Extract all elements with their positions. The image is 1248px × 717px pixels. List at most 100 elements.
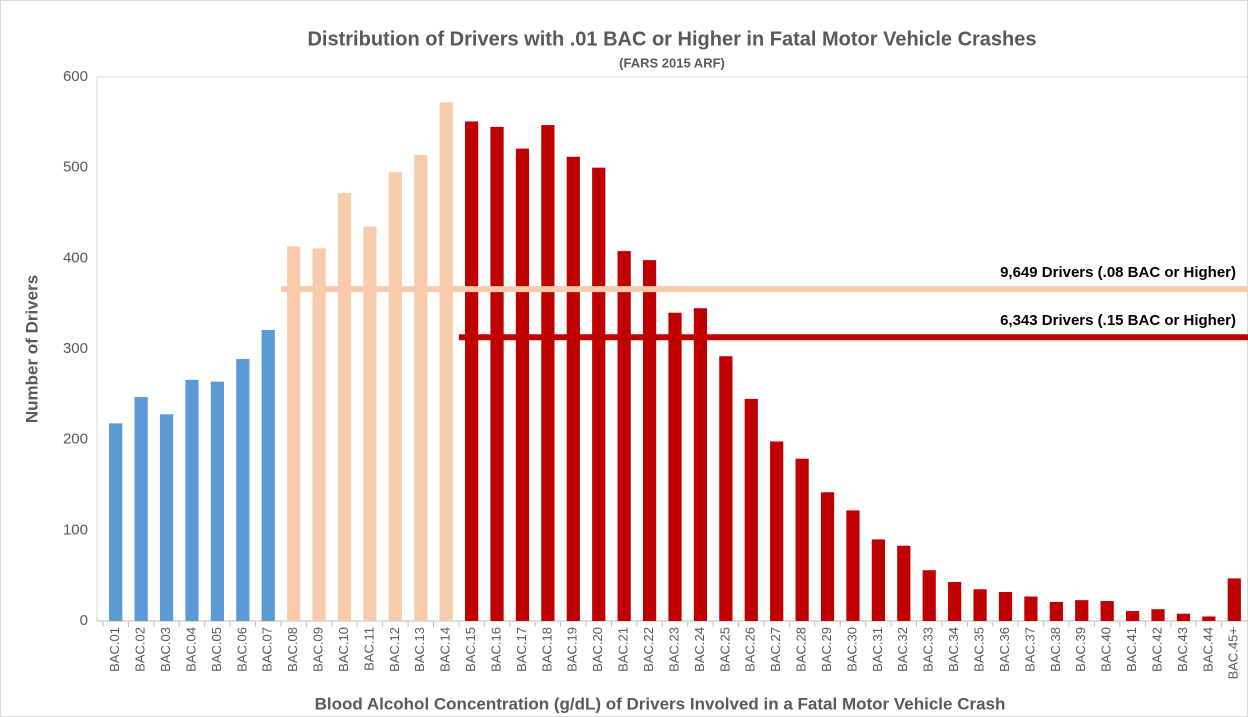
bar: [846, 510, 860, 621]
x-tick-label: BAC.19: [565, 627, 580, 672]
bar: [719, 356, 733, 621]
y-tick-label: 500: [63, 159, 88, 176]
x-tick-label: BAC.10: [336, 627, 351, 672]
x-tick-label: BAC.24: [692, 627, 707, 672]
x-tick-label: BAC.18: [539, 627, 554, 672]
x-tick-label: BAC.33: [921, 627, 936, 672]
x-tick-label: BAC.32: [895, 627, 910, 672]
x-tick-label: BAC.05: [209, 627, 224, 672]
x-tick-label: BAC.44: [1200, 627, 1215, 672]
bar: [109, 423, 123, 621]
bar: [744, 398, 758, 621]
x-tick-label: BAC.13: [412, 627, 427, 672]
bar: [1151, 609, 1165, 621]
bar: [439, 102, 453, 622]
bar: [566, 156, 580, 621]
x-tick-label: BAC.17: [514, 627, 529, 672]
x-tick-label: BAC.07: [260, 627, 275, 672]
bar: [465, 121, 479, 621]
bar: [312, 248, 326, 622]
bar: [871, 539, 885, 621]
bar: [490, 126, 504, 621]
bar: [1024, 596, 1038, 621]
x-tick-label: BAC.26: [743, 627, 758, 672]
bar: [820, 492, 835, 621]
reference-label: 6,343 Drivers (.15 BAC or Higher): [1000, 312, 1236, 329]
bar: [1100, 601, 1114, 621]
y-tick-label: 300: [63, 340, 88, 357]
x-tick-label: BAC.37: [1022, 627, 1037, 672]
x-tick-label: BAC.15: [463, 627, 478, 672]
bar: [134, 397, 148, 621]
x-tick-label: BAC.08: [285, 627, 300, 672]
x-tick-label: BAC.01: [107, 627, 122, 672]
x-tick-label: BAC.09: [311, 627, 326, 672]
bar: [541, 125, 555, 621]
bar: [897, 545, 911, 621]
x-tick-label: BAC.11: [361, 627, 376, 671]
bar: [922, 570, 936, 621]
x-tick-label: BAC.16: [488, 627, 503, 672]
x-tick-label: BAC.06: [234, 627, 249, 672]
x-tick-label: BAC.38: [1048, 627, 1063, 672]
x-tick-label: BAC.03: [158, 627, 173, 672]
x-tick-label: BAC.20: [590, 627, 605, 672]
bar: [1049, 601, 1063, 621]
x-tick-label: BAC.27: [768, 627, 783, 672]
chart-title: Distribution of Drivers with .01 BAC or …: [307, 28, 1036, 50]
bar: [693, 308, 708, 621]
bar: [388, 172, 402, 621]
x-tick-label: BAC.31: [870, 627, 885, 672]
bar: [363, 226, 377, 621]
bar: [515, 148, 530, 622]
bar: [210, 381, 225, 621]
bar: [642, 260, 657, 621]
bar: [159, 414, 174, 621]
y-tick-label: 100: [63, 521, 88, 538]
x-tick-label: BAC.43: [1175, 627, 1190, 672]
bar: [261, 329, 275, 621]
x-tick-label: BAC.22: [641, 627, 656, 672]
x-tick-label: BAC.30: [844, 627, 859, 672]
y-tick-label: 0: [80, 612, 88, 629]
bar: [337, 193, 352, 621]
x-tick-label: BAC.02: [133, 627, 148, 672]
x-tick-label: BAC.14: [438, 627, 453, 672]
bar: [414, 154, 428, 621]
bar: [287, 246, 301, 621]
x-tick-label: BAC.21: [616, 627, 631, 672]
x-tick-label: BAC.40: [1099, 627, 1114, 672]
x-tick-label: BAC.25: [717, 627, 732, 672]
y-axis-title: Number of Drivers: [22, 275, 41, 423]
bar: [1125, 611, 1140, 621]
bar: [948, 582, 962, 621]
y-tick-label: 600: [63, 68, 88, 85]
bar: [770, 441, 784, 621]
bar: [1075, 600, 1089, 621]
bar: [1202, 616, 1216, 621]
bar: [236, 358, 250, 621]
bar: [617, 251, 631, 621]
x-tick-label: BAC.41: [1124, 627, 1139, 672]
x-tick-label: BAC.45+: [1226, 627, 1241, 679]
bar: [1227, 578, 1241, 621]
bar: [795, 458, 809, 621]
bar: [668, 312, 682, 621]
x-tick-label: BAC.04: [183, 627, 198, 672]
x-tick-label: BAC.39: [1073, 627, 1088, 672]
x-tick-label: BAC.34: [946, 627, 961, 672]
x-tick-label: BAC.12: [387, 627, 402, 672]
x-tick-label: BAC.29: [819, 627, 834, 672]
chart-subtitle: (FARS 2015 ARF): [619, 55, 725, 70]
bar: [592, 167, 606, 621]
bar: [1176, 613, 1191, 621]
x-tick-label: BAC.35: [972, 627, 987, 672]
y-tick-label: 200: [63, 431, 88, 448]
x-tick-label: BAC.36: [997, 627, 1012, 672]
x-tick-label: BAC.28: [794, 627, 809, 672]
bar: [185, 379, 199, 621]
bar: [973, 589, 987, 621]
x-tick-label: BAC.23: [666, 627, 681, 672]
bar: [998, 591, 1013, 621]
